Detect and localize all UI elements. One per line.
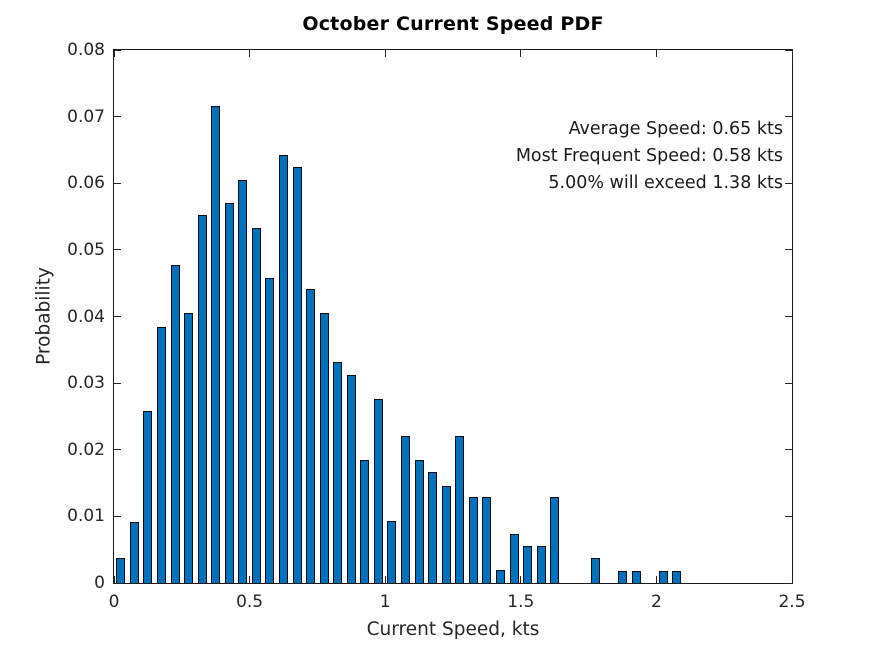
histogram-bar	[279, 154, 288, 583]
y-tick-mark	[785, 49, 792, 51]
histogram-bar	[170, 264, 180, 583]
histogram-bar	[672, 571, 682, 583]
y-tick-mark	[114, 49, 121, 51]
histogram-bar	[197, 215, 207, 583]
histogram-bar	[116, 558, 126, 583]
y-tick-mark	[114, 249, 121, 251]
y-tick-label: 0.03	[67, 373, 105, 394]
histogram-bar	[482, 497, 492, 583]
histogram-bar	[251, 227, 261, 583]
histogram-bar	[360, 460, 370, 583]
y-tick-label: 0	[94, 573, 105, 593]
histogram-bar	[211, 105, 221, 583]
stats-annotation: Average Speed: 0.65 kts Most Frequent Sp…	[516, 116, 783, 197]
x-tick-mark	[113, 576, 115, 583]
x-tick-label: 2.5	[778, 592, 806, 612]
y-tick-mark	[114, 515, 121, 517]
x-tick-mark	[791, 576, 793, 583]
histogram-bar	[428, 472, 438, 583]
histogram-bar	[346, 375, 356, 583]
histogram-bar	[224, 202, 234, 583]
plot-area: Average Speed: 0.65 kts Most Frequent Sp…	[67, 40, 805, 612]
x-tick-label: 0	[108, 592, 120, 612]
histogram-bar	[495, 569, 505, 583]
y-tick-mark	[785, 582, 792, 584]
x-tick-mark	[249, 50, 251, 57]
x-tick-mark	[791, 50, 793, 57]
y-tick-mark	[785, 382, 792, 384]
histogram-bar	[509, 534, 519, 583]
y-tick-mark	[114, 582, 121, 584]
histogram-bar	[184, 312, 194, 583]
histogram-bar	[238, 179, 248, 583]
histogram-bar	[536, 546, 546, 583]
y-tick-mark	[785, 316, 792, 317]
y-tick-mark	[785, 249, 792, 251]
x-tick-label: 2	[650, 592, 662, 612]
histogram-bar	[618, 571, 627, 583]
y-tick-label: 0.08	[67, 40, 105, 60]
y-tick-label: 0.05	[67, 239, 105, 260]
histogram-bar	[387, 521, 397, 583]
x-tick-mark	[249, 576, 251, 583]
x-tick-mark	[655, 576, 657, 583]
histogram-bar	[441, 485, 451, 583]
annotation-exceedance-speed: 5.00% will exceed 1.38 kts	[548, 173, 783, 193]
y-tick-label: 0.07	[67, 106, 105, 127]
y-tick-label: 0.02	[67, 439, 105, 460]
y-tick-mark	[114, 316, 121, 317]
x-tick-label: 1.5	[507, 592, 535, 612]
y-tick-label: 0.04	[67, 306, 105, 327]
y-tick-mark	[114, 449, 121, 451]
y-tick-mark	[785, 116, 792, 118]
histogram-bar	[468, 497, 478, 583]
histogram-bar	[590, 557, 600, 583]
histogram-bar	[129, 521, 139, 583]
histogram-bar	[265, 277, 275, 583]
y-tick-label: 0.01	[67, 506, 105, 527]
histogram-bar	[156, 326, 166, 583]
annotation-average-speed: Average Speed: 0.65 kts	[568, 119, 783, 139]
y-tick-mark	[114, 382, 121, 384]
histogram-bar	[333, 361, 343, 583]
x-tick-mark	[384, 576, 386, 583]
histogram-bar	[143, 411, 153, 583]
x-tick-mark	[520, 576, 522, 583]
annotation-most-frequent-speed: Most Frequent Speed: 0.58 kts	[515, 146, 783, 166]
y-tick-mark	[785, 449, 792, 451]
histogram-bar	[319, 313, 329, 583]
histogram-bar	[631, 571, 641, 583]
y-tick-label: 0.06	[67, 173, 105, 194]
histogram-bar	[658, 571, 668, 583]
x-tick-label: 0.5	[236, 592, 264, 612]
y-tick-mark	[785, 515, 792, 517]
x-tick-mark	[113, 50, 115, 57]
x-tick-mark	[655, 50, 657, 57]
histogram-bar	[401, 436, 411, 583]
histogram-bar	[414, 460, 424, 583]
x-axis-label: Current Speed, kts	[366, 619, 540, 640]
y-tick-mark	[785, 182, 792, 184]
histogram-bar	[306, 289, 316, 583]
y-tick-mark	[114, 116, 121, 118]
chart-title: October Current Speed PDF	[302, 13, 604, 35]
y-tick-mark	[114, 182, 121, 184]
x-tick-label: 1	[379, 592, 391, 612]
histogram-bar	[523, 546, 533, 583]
y-axis-label: Probability	[33, 267, 55, 365]
histogram-bar	[550, 497, 560, 583]
histogram-bar	[373, 399, 383, 583]
histogram-bar	[292, 166, 302, 583]
x-tick-mark	[384, 50, 386, 57]
histogram-bar	[455, 436, 465, 583]
x-tick-mark	[520, 50, 522, 57]
